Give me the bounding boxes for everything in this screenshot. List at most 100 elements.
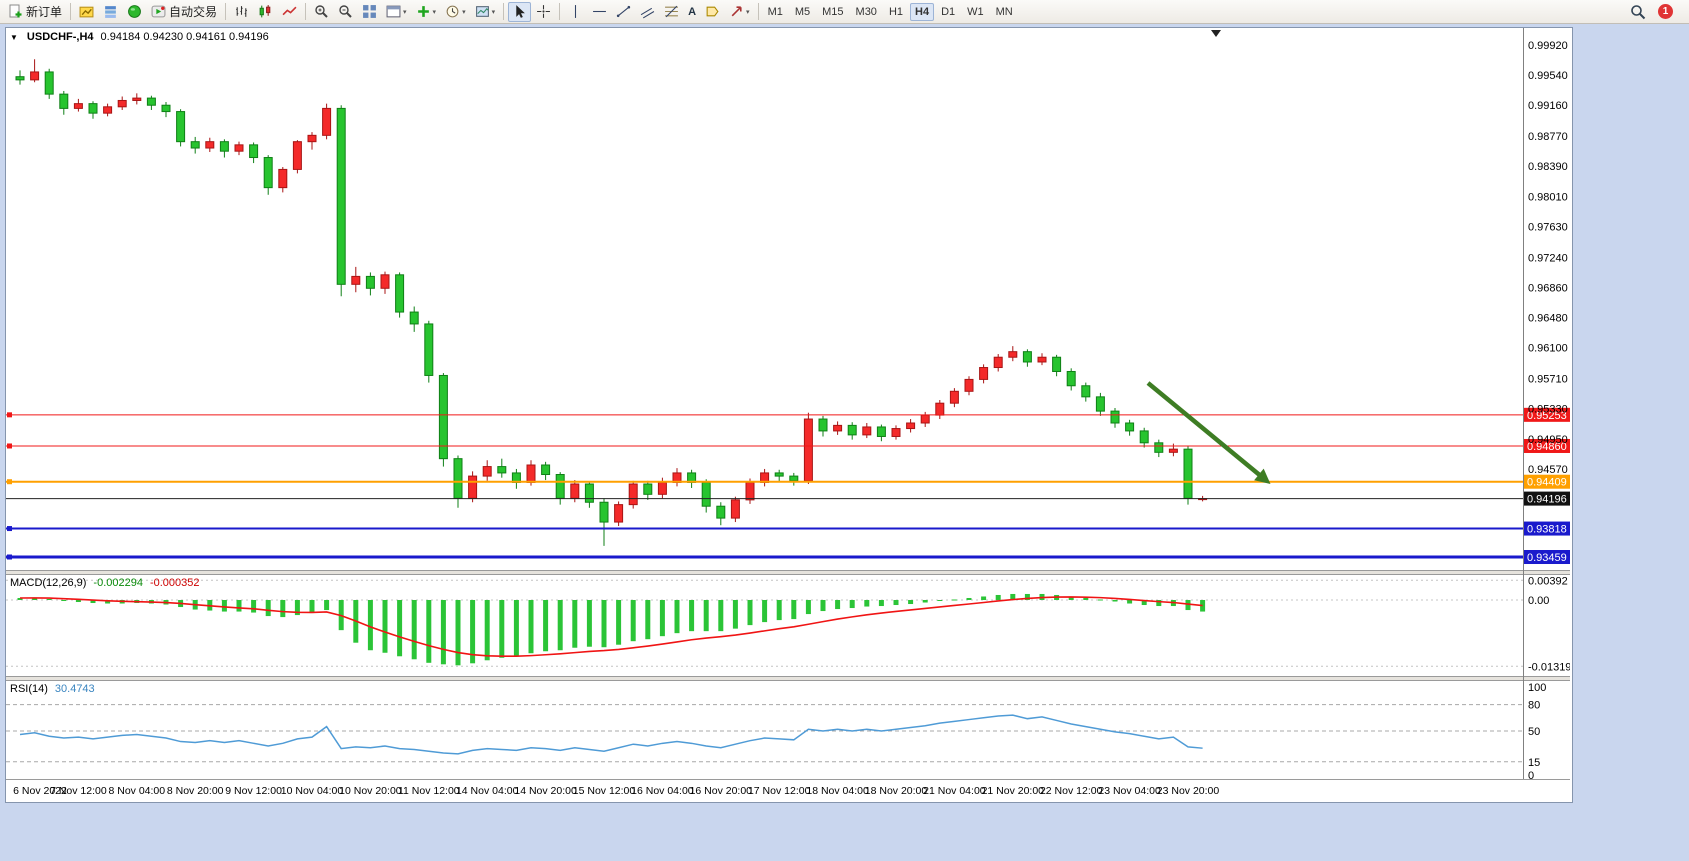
search-button[interactable] — [1626, 2, 1650, 22]
toolbar-separator — [70, 3, 72, 20]
bar-chart-icon — [236, 6, 247, 17]
text-tool-icon: A — [688, 5, 697, 18]
time-axis-label: 14 Nov 04:00 — [456, 785, 519, 797]
price-axis-label: 0.98770 — [1528, 131, 1568, 143]
chart-shift-marker[interactable] — [1211, 30, 1221, 37]
candlestick-chart-button[interactable] — [254, 2, 277, 22]
new-order-icon — [9, 4, 22, 18]
horizontal-lines[interactable] — [6, 412, 1523, 560]
chart-profile-button[interactable]: ▾ — [382, 2, 411, 22]
tf-button-m1[interactable]: M1 — [767, 5, 783, 18]
zoom-in-button[interactable] — [310, 2, 333, 22]
chart-context-caret-icon[interactable]: ▼ — [10, 32, 18, 42]
timeframe-group: M1 M5 M15 M30 H1 H4 D1 W1 MN — [763, 2, 1018, 21]
bar-chart-button[interactable] — [230, 2, 253, 22]
trendline-tool-button[interactable] — [612, 2, 635, 22]
line-chart-button[interactable] — [278, 2, 301, 22]
toolbar-separator — [503, 3, 505, 20]
tile-windows-button[interactable] — [358, 2, 381, 22]
time-axis-label: 22 Nov 12:00 — [1040, 785, 1103, 797]
time-axis-label: 10 Nov 20:00 — [339, 785, 402, 797]
time-axis-label: 21 Nov 04:00 — [923, 785, 986, 797]
market-watch-button[interactable] — [123, 2, 146, 22]
tf-button-m15[interactable]: M15 — [822, 5, 844, 18]
price-axis-label: 0.95330 — [1528, 404, 1568, 416]
time-axis-label: 6 Nov 2022 — [13, 785, 67, 797]
horizontal-line-icon — [593, 10, 607, 13]
templates-button[interactable]: ▾ — [471, 2, 500, 22]
price-axis-label: 0.94570 — [1528, 464, 1568, 476]
trendline-icon — [616, 5, 631, 18]
zoom-out-button[interactable] — [334, 2, 357, 22]
text-label-tool-button[interactable] — [701, 2, 724, 22]
chart-canvas[interactable]: 0.95253 0.94860 0.94409 0.93818 0.93459 0.941… — [6, 28, 1578, 800]
tf-button-h4[interactable]: H4 — [910, 2, 935, 21]
toolbar-separator — [305, 3, 307, 20]
tf-button-w1[interactable]: W1 — [967, 5, 984, 18]
periods-button[interactable]: ▾ — [441, 2, 470, 22]
tf-button-m30[interactable]: M30 — [855, 5, 877, 18]
new-order-button[interactable]: 新订单 — [4, 2, 66, 22]
tf-button-m5[interactable]: M5 — [794, 5, 811, 18]
price-axis-label: 0.98390 — [1528, 161, 1568, 173]
toolbar-separator — [559, 3, 561, 20]
rsi-panel — [6, 704, 1523, 763]
profiles-button[interactable] — [99, 2, 122, 22]
text-tool-button[interactable]: A — [684, 2, 700, 22]
channel-tool-button[interactable] — [636, 2, 659, 22]
time-axis-label: 16 Nov 04:00 — [631, 785, 694, 797]
price-axis-label: 0.95710 — [1528, 374, 1568, 386]
price-badge: 0.95253 — [1527, 410, 1567, 422]
price-axis-label: 0.98010 — [1528, 191, 1568, 203]
price-axis-label: 0.97630 — [1528, 221, 1568, 233]
channel-icon — [640, 7, 655, 19]
text-label-icon — [706, 6, 719, 17]
vertical-line-tool-button[interactable] — [564, 2, 587, 22]
arrows-tool-button[interactable]: ▾ — [725, 2, 754, 22]
time-axis-label: 18 Nov 04:00 — [806, 785, 869, 797]
time-axis-label: 8 Nov 04:00 — [108, 785, 165, 797]
cursor-icon — [516, 5, 525, 18]
rsi-value: 30.4743 — [54, 683, 95, 695]
macd-main-value: -0.002294 — [93, 577, 143, 589]
new-chart-button[interactable] — [75, 2, 98, 22]
rsi-axis-label: 50 — [1528, 726, 1540, 738]
fibonacci-tool-button[interactable] — [660, 2, 683, 22]
price-axis-label: 0.96480 — [1528, 313, 1568, 325]
cursor-tool-button[interactable] — [508, 1, 532, 22]
price-axis[interactable]: 0.95253 0.94860 0.94409 0.93818 0.93459 0.941… — [1524, 407, 1570, 565]
notification-badge[interactable]: 1 — [1658, 4, 1673, 19]
tf-button-mn[interactable]: MN — [995, 5, 1013, 18]
autotrading-button[interactable]: 自动交易 — [147, 2, 221, 22]
add-indicator-icon — [417, 6, 429, 17]
toolbar-separator — [225, 3, 227, 20]
profiles-icon — [105, 6, 116, 18]
tf-button-d1[interactable]: D1 — [941, 5, 956, 18]
clock-icon — [446, 5, 459, 18]
search-icon — [1631, 4, 1646, 19]
horizontal-line-tool-button[interactable] — [588, 2, 611, 22]
price-axis-label: 0.99920 — [1528, 40, 1568, 52]
arrow-tool-icon — [731, 6, 742, 17]
macd-name: MACD(12,26,9) — [10, 577, 87, 589]
crosshair-icon — [537, 5, 551, 18]
template-icon — [475, 6, 489, 17]
tf-button-h1[interactable]: H1 — [888, 5, 903, 18]
trend-arrow-annotation[interactable] — [1146, 381, 1271, 484]
toolbar-right-cluster: 1 — [1626, 2, 1685, 22]
new-order-label: 新订单 — [26, 5, 63, 19]
time-axis-label: 14 Nov 20:00 — [514, 785, 577, 797]
zoom-out-icon — [339, 5, 352, 18]
price-axis-label: 0.94950 — [1528, 434, 1568, 446]
chart-profile-icon — [386, 5, 401, 18]
time-axis-label: 16 Nov 20:00 — [690, 785, 753, 797]
price-axis-label: 0.97240 — [1528, 252, 1568, 264]
indicators-button[interactable]: ▾ — [412, 2, 441, 22]
zoom-in-icon — [315, 5, 328, 18]
time-axis-label: 11 Nov 12:00 — [398, 785, 460, 797]
autotrading-icon — [151, 5, 166, 18]
rsi-indicator-label: RSI(14) 30.4743 — [10, 683, 95, 695]
crosshair-tool-button[interactable] — [532, 2, 555, 22]
time-axis-label: 21 Nov 20:00 — [982, 785, 1045, 797]
